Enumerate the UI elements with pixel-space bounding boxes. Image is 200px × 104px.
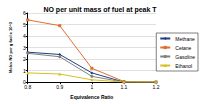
svg-text:1.1: 1.1 bbox=[120, 84, 127, 90]
svg-text:4: 4 bbox=[23, 33, 26, 39]
svg-text:1: 1 bbox=[23, 68, 26, 74]
svg-text:0.8: 0.8 bbox=[24, 84, 31, 90]
svg-text:1: 1 bbox=[90, 84, 93, 90]
svg-text:5: 5 bbox=[23, 22, 26, 28]
svg-text:Gasoline: Gasoline bbox=[175, 54, 195, 60]
svg-text:3: 3 bbox=[23, 45, 26, 51]
svg-text:0.9: 0.9 bbox=[56, 84, 63, 90]
svg-text:6: 6 bbox=[23, 10, 26, 16]
svg-text:1.2: 1.2 bbox=[153, 84, 160, 90]
svg-text:Equivalence Ratio: Equivalence Ratio bbox=[70, 94, 113, 100]
svg-text:Cetane: Cetane bbox=[175, 45, 191, 51]
svg-text:Methane: Methane bbox=[175, 36, 195, 42]
svg-text:Moles NO per g fuel x 10^3: Moles NO per g fuel x 10^3 bbox=[8, 21, 13, 73]
svg-text:2: 2 bbox=[23, 56, 26, 62]
svg-text:NO per unit mass of fuel at pe: NO per unit mass of fuel at peak T bbox=[43, 6, 157, 14]
svg-text:0: 0 bbox=[22, 79, 26, 86]
svg-text:Ethanol: Ethanol bbox=[175, 63, 192, 69]
